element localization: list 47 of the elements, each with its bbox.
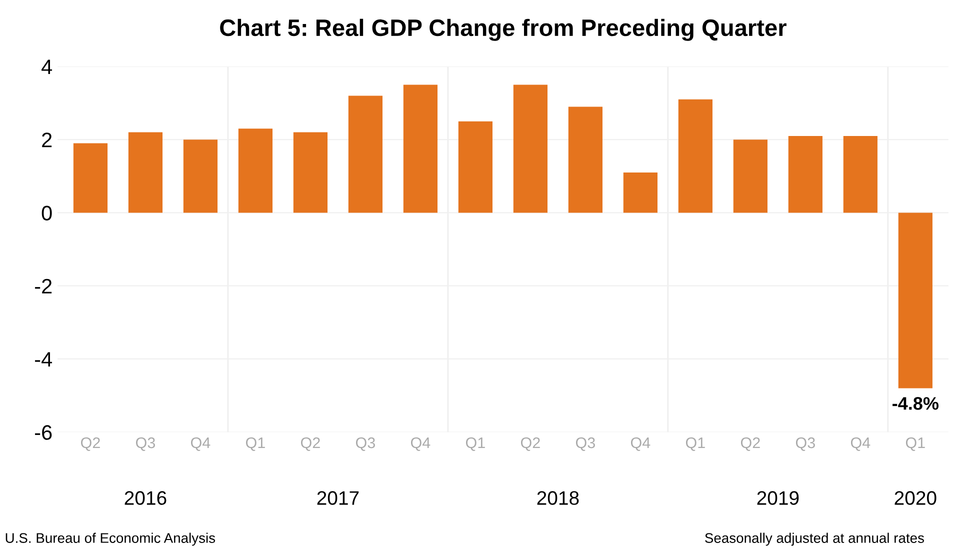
data-label: -4.8% [892, 397, 939, 410]
x-tick-label: Q1 [906, 437, 925, 451]
bar [513, 84, 548, 213]
y-tick-label: 2 [42, 132, 52, 148]
y-tick-label: 4 [42, 60, 52, 74]
x-tick-label: Q1 [686, 437, 705, 451]
bar [293, 132, 328, 213]
y-tick-label: 0 [42, 206, 52, 220]
chart-title: Chart 5: Real GDP Change from Preceding Quarter [220, 18, 786, 41]
bar [843, 136, 878, 213]
text: 2016 [124, 491, 166, 505]
text: 2017 [317, 491, 359, 505]
x-tick-label: Q4 [630, 437, 650, 451]
bar [183, 140, 218, 213]
text: 2018 [537, 491, 579, 505]
text: U.S. Bureau of Economic Analysis [6, 532, 216, 546]
bar [128, 132, 163, 213]
x-tick-label: Q4 [410, 437, 430, 451]
x-tick-label: Q2 [300, 437, 320, 451]
bar [73, 143, 108, 213]
x-tick-label: Q3 [356, 437, 375, 451]
bar [733, 140, 768, 213]
text: 2019 [757, 491, 799, 505]
x-tick-label: Q4 [191, 437, 210, 451]
bar [238, 128, 273, 213]
x-tick-label: Q3 [796, 437, 815, 451]
bar [898, 212, 932, 388]
x-tick-label: Q1 [246, 437, 265, 451]
x-tick-label: Q2 [81, 437, 100, 451]
x-tick-label: Q2 [740, 437, 760, 451]
bar [788, 136, 822, 213]
bar [403, 84, 438, 213]
x-tick-label: Q2 [520, 437, 540, 451]
x-tick-label: Q4 [850, 437, 870, 451]
bar [568, 106, 602, 213]
bar [678, 99, 712, 213]
y-tick-label: -4 [35, 352, 52, 367]
bar [623, 172, 658, 213]
x-tick-label: Q3 [576, 437, 595, 451]
x-tick-label: Q1 [466, 437, 485, 451]
text: Seasonally adjusted at annual rates [705, 532, 924, 546]
bar [458, 121, 492, 213]
y-tick-label: -2 [35, 278, 52, 294]
x-tick-label: Q3 [136, 437, 155, 451]
y-tick-label: -6 [35, 425, 52, 440]
text: 2020 [894, 491, 936, 505]
bar [348, 96, 383, 213]
